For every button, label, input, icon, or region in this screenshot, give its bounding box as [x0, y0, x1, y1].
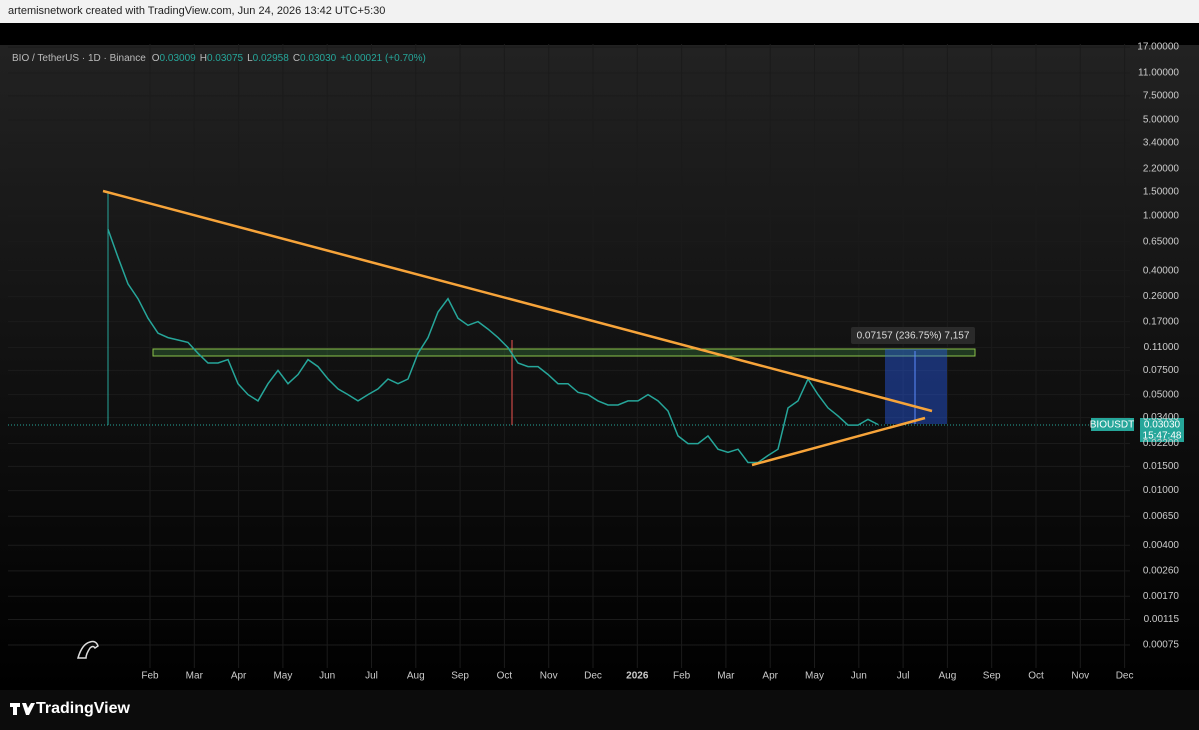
legend-o: O — [152, 53, 160, 64]
trendline-up — [751, 416, 926, 467]
x-tick-label: May — [805, 671, 824, 682]
legend-o-value: 0.03009 — [160, 53, 197, 64]
top-band — [0, 23, 1199, 45]
plot-bg — [0, 45, 1199, 690]
footer-bg — [0, 690, 1199, 730]
y-tick-label: 0.01000 — [1143, 485, 1180, 496]
y-tick-label: 0.65000 — [1143, 236, 1180, 247]
measure-label-bg — [851, 327, 975, 344]
y-tick-label: 0.00115 — [1144, 614, 1180, 625]
y-tick-label: 0.05000 — [1143, 389, 1180, 400]
y-tick-label: 0.02200 — [1143, 438, 1180, 449]
x-tick-label: Feb — [673, 671, 691, 682]
price-tag — [1140, 418, 1184, 442]
brand-logo — [10, 703, 35, 715]
price-tag-countdown: 15:47:48 — [1143, 431, 1182, 442]
x-tick-label: Apr — [231, 671, 247, 682]
x-tick-label: Dec — [1116, 671, 1134, 682]
header: artemisnetwork created with TradingView.… — [0, 0, 1199, 23]
symbol-tag-text: BIOUSDT — [1090, 420, 1134, 431]
y-tick-label: 0.00400 — [1143, 540, 1180, 551]
legend-h: H — [200, 53, 207, 64]
resistance-zone — [152, 348, 976, 357]
y-tick-label: 0.00075 — [1143, 640, 1180, 651]
x-tick-label: Jul — [365, 671, 378, 682]
symbol-tag — [1091, 418, 1134, 431]
brand-name: TradingView — [36, 700, 131, 717]
x-tick-label: 2026 — [626, 671, 649, 682]
x-tick-label: Jul — [897, 671, 910, 682]
chart: 0.07157 (236.75%) 7,157 BIO / TetherUS ·… — [0, 23, 1199, 730]
y-tick-label: 5.00000 — [1143, 115, 1180, 126]
y-tick-label: 0.17000 — [1143, 316, 1180, 327]
y-tick-label: 11.00000 — [1138, 68, 1179, 79]
trendline-down — [102, 189, 933, 413]
y-tick-label: 0.40000 — [1143, 265, 1180, 276]
y-tick-label: 0.01500 — [1143, 461, 1180, 472]
x-tick-label: May — [273, 671, 292, 682]
y-tick-label: 17.00000 — [1137, 42, 1179, 53]
measure-label: 0.07157 (236.75%) 7,157 — [857, 331, 970, 342]
x-tick-label: Dec — [584, 671, 602, 682]
legend-l: L — [247, 53, 253, 64]
x-tick-label: Mar — [717, 671, 735, 682]
x-tick-label: Aug — [407, 671, 425, 682]
measure-box — [885, 349, 947, 424]
watermark-icon — [77, 640, 99, 659]
x-tick-label: Feb — [141, 671, 159, 682]
x-tick-label: Aug — [939, 671, 957, 682]
legend: BIO / TetherUS · 1D · Binance O0.03009 H0.… — [12, 53, 426, 64]
y-tick-label: 0.00170 — [1143, 591, 1180, 602]
x-tick-label: Jun — [319, 671, 335, 682]
y-tick-label: 0.00260 — [1143, 566, 1180, 577]
x-tick-label: Mar — [186, 671, 204, 682]
x-tick-label: Nov — [1071, 671, 1089, 682]
y-tick-label: 0.07500 — [1143, 365, 1180, 376]
y-tick-label: 0.26000 — [1143, 291, 1180, 302]
y-tick-label: 7.50000 — [1143, 91, 1180, 102]
legend-h-value: 0.03075 — [207, 53, 244, 64]
x-tick-label: Apr — [762, 671, 778, 682]
x-tick-label: Oct — [497, 671, 513, 682]
y-tick-label: 1.50000 — [1143, 186, 1180, 197]
legend-symbol: BIO / TetherUS · 1D · Binance — [12, 53, 146, 64]
x-tick-label: Sep — [451, 671, 469, 682]
y-tick-label: 0.11000 — [1144, 342, 1180, 353]
legend-l-value: 0.02958 — [253, 53, 290, 64]
y-tick-label: 0.03400 — [1143, 412, 1180, 423]
price-line-series — [107, 229, 879, 464]
legend-c: C — [293, 53, 300, 64]
x-tick-label: Oct — [1028, 671, 1044, 682]
y-tick-label: 1.00000 — [1143, 211, 1180, 222]
x-tick-label: Jun — [851, 671, 867, 682]
y-tick-label: 3.40000 — [1143, 138, 1180, 149]
x-tick-label: Nov — [540, 671, 558, 682]
y-tick-label: 2.20000 — [1143, 164, 1180, 175]
x-tick-label: Sep — [983, 671, 1001, 682]
y-tick-label: 0.00650 — [1143, 511, 1180, 522]
legend-c-value: 0.03030 — [300, 53, 337, 64]
legend-change: +0.00021 (+0.70%) — [340, 53, 426, 64]
price-tag-price: 0.03030 — [1144, 420, 1181, 431]
